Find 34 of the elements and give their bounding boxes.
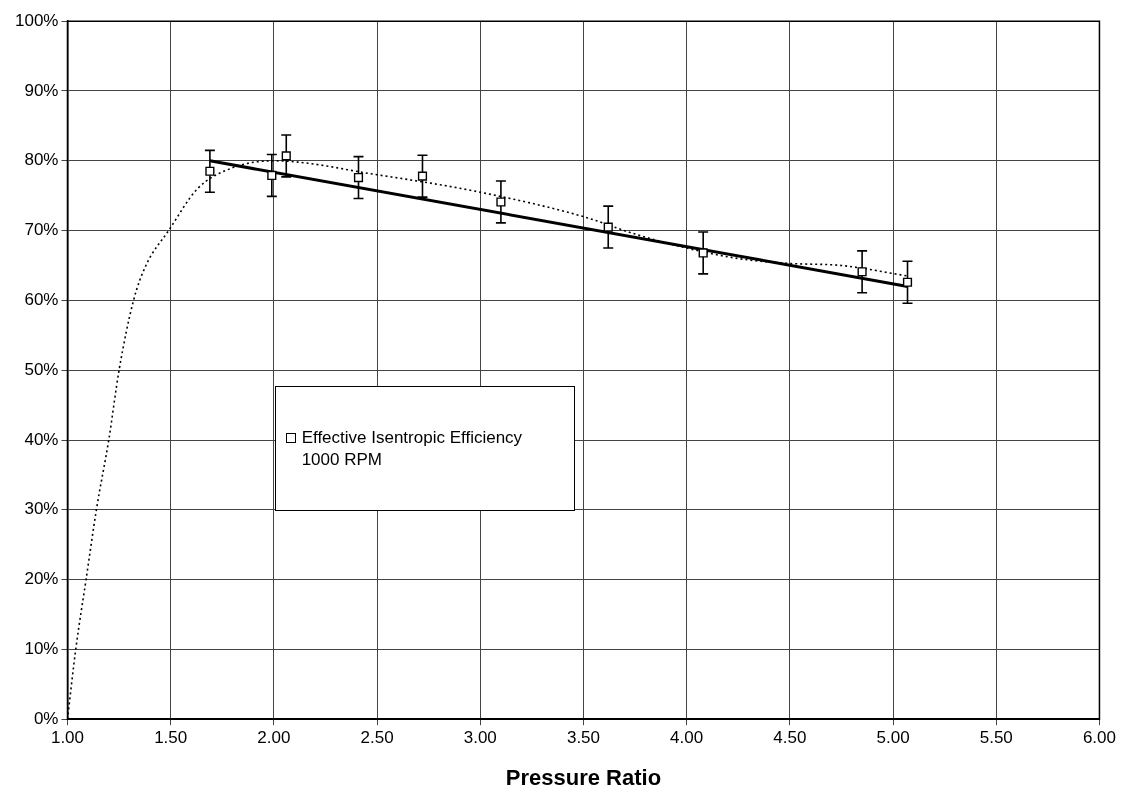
legend-label: Effective Isentropic Efficiency 1000 RPM (301, 426, 524, 471)
y-tick-label: 10% (24, 639, 59, 659)
x-tick-label: 4.50 (773, 728, 807, 748)
y-tick-label: 70% (24, 220, 59, 240)
point (698, 248, 708, 258)
x-tick-label: 4.00 (670, 728, 704, 748)
point (205, 166, 215, 176)
y-tick-label: 60% (24, 290, 59, 310)
y-tick-label: 0% (33, 708, 59, 728)
y-tick-label: 50% (24, 359, 59, 379)
y-tick-label: 90% (24, 80, 59, 100)
y-tick-label: 20% (24, 569, 59, 589)
y-tick-label: 100% (15, 10, 59, 30)
x-tick-label: 2.50 (360, 728, 394, 748)
y-tick-label: 30% (24, 499, 59, 519)
point (902, 277, 913, 287)
y-tick-label: 40% (24, 429, 59, 449)
point (281, 151, 291, 161)
x-tick-label: 5.00 (876, 728, 910, 748)
point (603, 222, 613, 232)
x-tick-label: 2.00 (257, 728, 291, 748)
point (496, 197, 506, 207)
x-tick-label: 3.50 (566, 728, 601, 748)
x-tick-label: 3.00 (463, 728, 497, 748)
point (267, 170, 277, 181)
point (417, 171, 428, 181)
x-tick-label: 1.50 (154, 728, 188, 748)
x-tick-label: 6.00 (1082, 728, 1116, 748)
x-tick-label: 1.00 (50, 728, 85, 748)
point (353, 172, 364, 183)
x-tick-label: 5.50 (979, 728, 1013, 748)
y-tick-label: 80% (24, 150, 59, 170)
x-axis-title: Pressure Ratio (505, 764, 662, 790)
point (857, 267, 867, 277)
